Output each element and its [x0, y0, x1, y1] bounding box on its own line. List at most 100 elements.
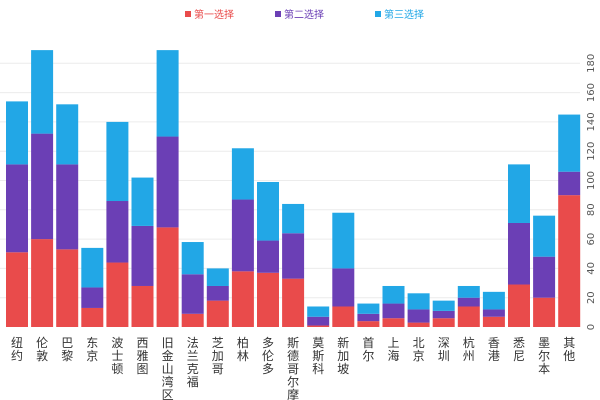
bar-segment[interactable]	[206, 300, 229, 327]
bar-segment[interactable]	[407, 293, 430, 310]
x-tick-label: 多伦多	[262, 336, 274, 376]
bar-segment[interactable]	[332, 212, 355, 269]
bar-segment[interactable]	[81, 287, 104, 308]
bar-segment[interactable]	[31, 133, 54, 240]
bar-segment[interactable]	[231, 148, 254, 200]
bar-segment[interactable]	[181, 313, 204, 327]
bar-segment[interactable]	[508, 284, 530, 327]
x-tick-label: 香港	[488, 336, 500, 363]
x-tick-label: 墨尔本	[538, 336, 550, 376]
bar-segment[interactable]	[131, 177, 154, 226]
x-tick-label: 上海	[387, 336, 399, 363]
x-tick-label: 纽约	[11, 336, 23, 363]
x-tick-label: 斯德哥尔摩	[287, 336, 299, 400]
bar-segment[interactable]	[131, 285, 154, 327]
y-tick-label: 160	[586, 83, 597, 102]
bar-segment[interactable]	[56, 104, 79, 165]
bar-segment[interactable]	[257, 272, 279, 327]
bar-segment[interactable]	[282, 278, 305, 327]
bar-segment[interactable]	[457, 285, 480, 298]
bars	[6, 50, 581, 327]
bar-segment[interactable]	[6, 252, 28, 327]
y-tick-label: 40	[586, 262, 597, 275]
chart-legend: 第一选择 第二选择 第三选择	[0, 6, 600, 22]
bar-segment[interactable]	[156, 136, 179, 228]
bar-segment[interactable]	[482, 316, 505, 327]
x-tick-label: 莫斯科	[312, 336, 324, 376]
x-tick-label: 波士顿	[111, 336, 123, 376]
bar-segment[interactable]	[332, 268, 355, 307]
legend-swatch	[375, 10, 381, 17]
bar-segment[interactable]	[81, 307, 104, 327]
bar-segment[interactable]	[257, 181, 279, 241]
bar-segment[interactable]	[357, 303, 380, 314]
x-tick-label: 深圳	[438, 336, 450, 363]
bar-segment[interactable]	[282, 233, 305, 279]
bar-segment[interactable]	[508, 222, 530, 285]
bar-segment[interactable]	[181, 242, 204, 275]
bar-segment[interactable]	[31, 239, 54, 327]
bar-segment[interactable]	[332, 306, 355, 327]
bar-segment[interactable]	[457, 297, 480, 307]
y-tick-label: 100	[586, 171, 597, 190]
bar-segment[interactable]	[357, 321, 380, 327]
bar-segment[interactable]	[307, 316, 330, 326]
bar-segment[interactable]	[181, 274, 204, 314]
y-tick-label: 0	[586, 324, 597, 330]
bar-segment[interactable]	[307, 306, 330, 317]
bar-segment[interactable]	[56, 249, 79, 327]
x-tick-label: 西雅图	[136, 336, 148, 376]
bar-segment[interactable]	[6, 101, 28, 165]
bar-segment[interactable]	[106, 121, 129, 202]
bar-segment[interactable]	[206, 268, 229, 286]
x-tick-label: 旧金山湾区	[162, 336, 174, 400]
bar-segment[interactable]	[407, 322, 430, 327]
bar-segment[interactable]	[382, 285, 405, 304]
bar-segment[interactable]	[533, 256, 556, 298]
bar-segment[interactable]	[482, 291, 505, 310]
y-axis: 0 20 40 60 80 100 120 140 160 180	[586, 54, 597, 330]
y-tick-label: 60	[586, 233, 597, 246]
y-tick-label: 180	[586, 54, 597, 73]
bar-segment[interactable]	[432, 300, 455, 311]
x-tick-label: 北京	[413, 336, 425, 363]
bar-segment[interactable]	[508, 164, 530, 223]
bar-segment[interactable]	[432, 310, 455, 319]
legend-label: 第一选择	[194, 10, 234, 21]
legend-item[interactable]: 第二选择	[275, 6, 324, 21]
bar-segment[interactable]	[558, 195, 581, 327]
bar-segment[interactable]	[307, 325, 330, 327]
bar-segment[interactable]	[382, 303, 405, 319]
bar-segment[interactable]	[106, 201, 129, 263]
bar-segment[interactable]	[156, 227, 179, 327]
bar-segment[interactable]	[156, 50, 179, 137]
bar-segment[interactable]	[558, 114, 581, 172]
bar-segment[interactable]	[432, 318, 455, 327]
bar-segment[interactable]	[206, 285, 229, 301]
bar-segment[interactable]	[6, 164, 28, 253]
legend-label: 第二选择	[284, 10, 324, 21]
x-tick-label: 首尔	[362, 336, 374, 363]
bar-segment[interactable]	[106, 262, 129, 327]
bar-segment[interactable]	[31, 50, 54, 134]
bar-segment[interactable]	[407, 309, 430, 323]
bar-segment[interactable]	[81, 247, 104, 288]
bar-segment[interactable]	[357, 313, 380, 322]
bar-segment[interactable]	[382, 318, 405, 327]
bar-segment[interactable]	[282, 203, 305, 234]
x-tick-label: 杭州	[463, 335, 475, 363]
bar-segment[interactable]	[56, 164, 79, 250]
bar-segment[interactable]	[482, 309, 505, 317]
bar-segment[interactable]	[457, 306, 480, 327]
bar-segment[interactable]	[231, 271, 254, 327]
bar-segment[interactable]	[231, 199, 254, 272]
bar-segment[interactable]	[533, 297, 556, 327]
legend-item[interactable]: 第一选择	[185, 6, 234, 21]
legend-item[interactable]: 第三选择	[375, 6, 424, 21]
bar-segment[interactable]	[257, 240, 279, 273]
bar-segment[interactable]	[533, 215, 556, 257]
x-tick-label: 新加坡	[337, 335, 349, 376]
bar-segment[interactable]	[131, 225, 154, 286]
bar-segment[interactable]	[558, 171, 581, 196]
